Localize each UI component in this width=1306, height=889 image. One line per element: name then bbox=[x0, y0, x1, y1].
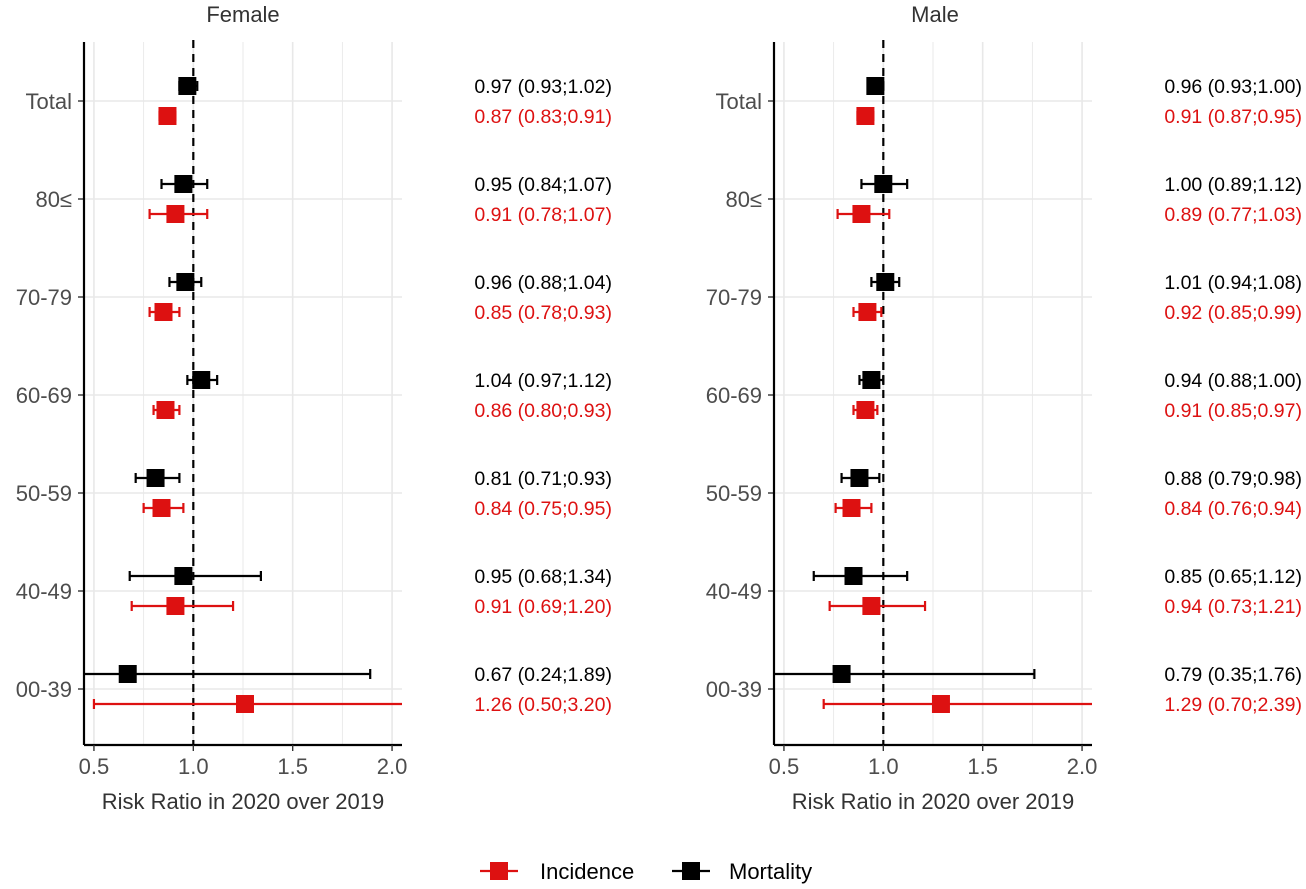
incidence-point-estimate bbox=[152, 499, 171, 517]
mortality-point-estimate bbox=[844, 567, 863, 585]
y-tick-label: 00-39 bbox=[16, 677, 72, 702]
mortality-value-label: 1.04 (0.97;1.12) bbox=[474, 370, 612, 392]
y-tick-label: 40-49 bbox=[706, 579, 762, 604]
mortality-value-label: 0.97 (0.93;1.02) bbox=[474, 76, 612, 98]
incidence-value-label: 0.91 (0.85;0.97) bbox=[1164, 400, 1302, 422]
mortality-point-estimate bbox=[174, 175, 193, 193]
incidence-value-label: 0.92 (0.85;0.99) bbox=[1164, 302, 1302, 324]
incidence-value-label: 0.86 (0.80;0.93) bbox=[474, 400, 612, 422]
incidence-point-estimate bbox=[158, 107, 177, 125]
mortality-point-estimate bbox=[176, 273, 195, 291]
x-tick-label: 0.5 bbox=[769, 754, 800, 779]
y-tick-label: 80≤ bbox=[725, 187, 762, 212]
x-tick-label: 1.0 bbox=[178, 754, 209, 779]
panel-female: Female Total 80≤ 70-79 60-69 50-59 40-49 00-39 0… bbox=[16, 2, 612, 814]
mortality-value-label: 0.94 (0.88;1.00) bbox=[1164, 370, 1302, 392]
incidence-value-label: 0.84 (0.76;0.94) bbox=[1164, 498, 1302, 520]
mortality-value-label: 0.79 (0.35;1.76) bbox=[1164, 664, 1302, 686]
y-tick-label: Total bbox=[26, 89, 72, 114]
x-tick-label: 1.5 bbox=[967, 754, 998, 779]
mortality-value-label: 0.67 (0.24;1.89) bbox=[474, 664, 612, 686]
incidence-point-estimate bbox=[235, 695, 254, 713]
incidence-point-estimate bbox=[856, 107, 875, 125]
incidence-point-estimate bbox=[858, 303, 877, 321]
incidence-value-label: 0.85 (0.78;0.93) bbox=[474, 302, 612, 324]
mortality-point-estimate bbox=[192, 371, 211, 389]
legend-incidence-swatch bbox=[490, 862, 508, 880]
mortality-value-label: 0.88 (0.79;0.98) bbox=[1164, 468, 1302, 490]
y-tick-label: 70-79 bbox=[16, 285, 72, 310]
mortality-value-label: 0.85 (0.65;1.12) bbox=[1164, 566, 1302, 588]
y-tick-label: 50-59 bbox=[706, 481, 762, 506]
x-tick-label: 2.0 bbox=[1067, 754, 1098, 779]
incidence-point-estimate bbox=[842, 499, 861, 517]
y-tick-label: Total bbox=[716, 89, 762, 114]
incidence-point-estimate bbox=[862, 597, 881, 615]
y-tick-label: 00-39 bbox=[706, 677, 762, 702]
mortality-point-estimate bbox=[146, 469, 165, 487]
incidence-point-estimate bbox=[856, 401, 875, 419]
mortality-value-label: 1.00 (0.89;1.12) bbox=[1164, 174, 1302, 196]
mortality-value-label: 0.96 (0.93;1.00) bbox=[1164, 76, 1302, 98]
mortality-point-estimate bbox=[862, 371, 881, 389]
x-axis-title: Risk Ratio in 2020 over 2019 bbox=[102, 789, 385, 814]
incidence-value-label: 0.94 (0.73;1.21) bbox=[1164, 596, 1302, 618]
panel-title: Female bbox=[206, 2, 279, 27]
x-tick-label: 0.5 bbox=[79, 754, 110, 779]
y-tick-label: 50-59 bbox=[16, 481, 72, 506]
y-tick-label: 60-69 bbox=[706, 383, 762, 408]
legend-mortality-label: Mortality bbox=[729, 859, 812, 884]
panel-male: Male Total 80≤ 70-79 60-69 50-59 40-49 00-39 0.5… bbox=[706, 2, 1302, 814]
incidence-point-estimate bbox=[166, 597, 185, 615]
y-tick-label: 70-79 bbox=[706, 285, 762, 310]
mortality-point-estimate bbox=[174, 567, 193, 585]
incidence-value-label: 0.89 (0.77;1.03) bbox=[1164, 204, 1302, 226]
incidence-value-label: 1.26 (0.50;3.20) bbox=[474, 694, 612, 716]
y-tick-label: 40-49 bbox=[16, 579, 72, 604]
x-tick-label: 1.5 bbox=[277, 754, 308, 779]
mortality-value-label: 0.81 (0.71;0.93) bbox=[474, 468, 612, 490]
incidence-point-estimate bbox=[166, 205, 185, 223]
mortality-point-estimate bbox=[866, 77, 885, 95]
incidence-point-estimate bbox=[156, 401, 175, 419]
x-tick-label: 2.0 bbox=[377, 754, 408, 779]
incidence-value-label: 0.91 (0.69;1.20) bbox=[474, 596, 612, 618]
mortality-value-label: 0.95 (0.68;1.34) bbox=[474, 566, 612, 588]
mortality-value-label: 0.95 (0.84;1.07) bbox=[474, 174, 612, 196]
mortality-point-estimate bbox=[850, 469, 869, 487]
mortality-point-estimate bbox=[832, 665, 851, 683]
legend: Incidence Mortality bbox=[480, 859, 812, 884]
incidence-value-label: 0.84 (0.75;0.95) bbox=[474, 498, 612, 520]
incidence-value-label: 1.29 (0.70;2.39) bbox=[1164, 694, 1302, 716]
incidence-value-label: 0.91 (0.78;1.07) bbox=[474, 204, 612, 226]
legend-mortality-swatch bbox=[682, 862, 700, 880]
incidence-point-estimate bbox=[931, 695, 950, 713]
mortality-point-estimate bbox=[178, 77, 197, 95]
mortality-point-estimate bbox=[874, 175, 893, 193]
mortality-value-label: 0.96 (0.88;1.04) bbox=[474, 272, 612, 294]
mortality-value-label: 1.01 (0.94;1.08) bbox=[1164, 272, 1302, 294]
x-tick-label: 1.0 bbox=[868, 754, 899, 779]
incidence-point-estimate bbox=[852, 205, 871, 223]
panel-title: Male bbox=[911, 2, 959, 27]
y-tick-label: 80≤ bbox=[35, 187, 72, 212]
mortality-point-estimate bbox=[118, 665, 137, 683]
incidence-value-label: 0.91 (0.87;0.95) bbox=[1164, 106, 1302, 128]
mortality-point-estimate bbox=[876, 273, 895, 291]
x-axis-title: Risk Ratio in 2020 over 2019 bbox=[792, 789, 1075, 814]
incidence-point-estimate bbox=[154, 303, 173, 321]
y-tick-label: 60-69 bbox=[16, 383, 72, 408]
incidence-value-label: 0.87 (0.83;0.91) bbox=[474, 106, 612, 128]
legend-incidence-label: Incidence bbox=[540, 859, 634, 884]
